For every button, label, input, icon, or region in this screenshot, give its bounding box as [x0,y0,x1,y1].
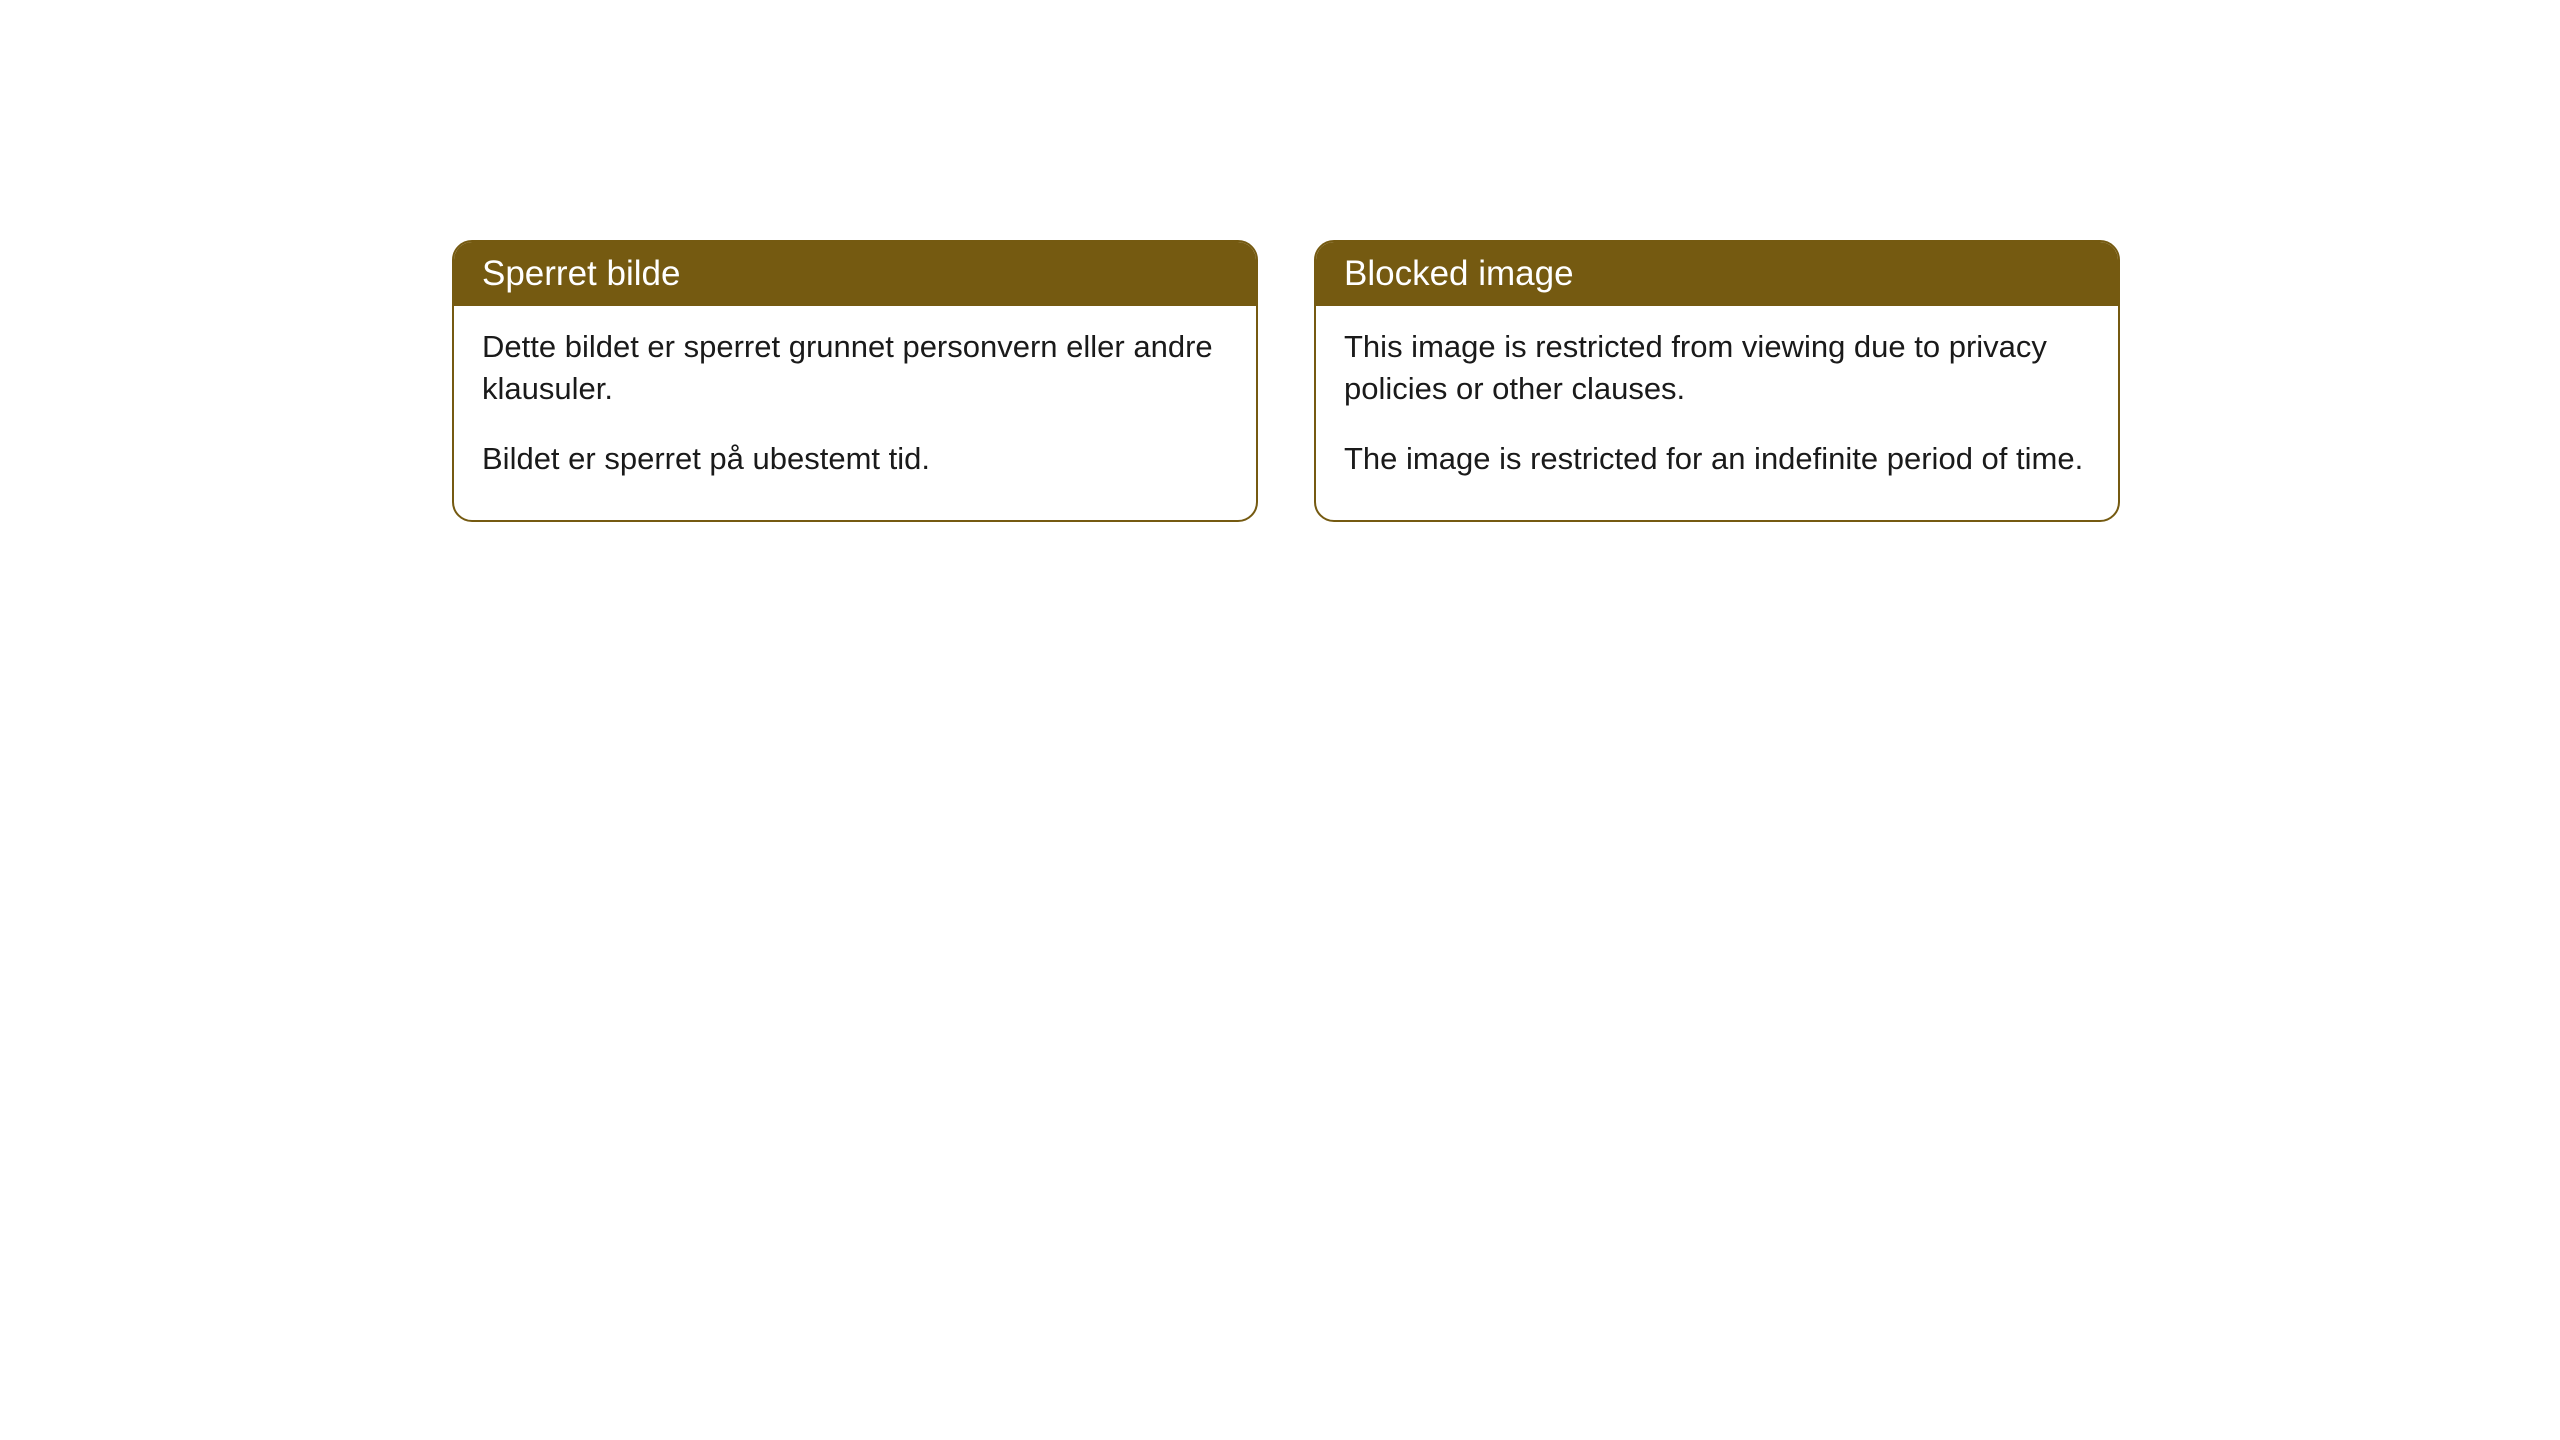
blocked-image-card-english: Blocked image This image is restricted f… [1314,240,2120,522]
card-body: Dette bildet er sperret grunnet personve… [454,306,1256,520]
card-paragraph: Dette bildet er sperret grunnet personve… [482,326,1228,410]
card-paragraph: The image is restricted for an indefinit… [1344,438,2090,480]
card-paragraph: Bildet er sperret på ubestemt tid. [482,438,1228,480]
blocked-image-card-norwegian: Sperret bilde Dette bildet er sperret gr… [452,240,1258,522]
card-paragraph: This image is restricted from viewing du… [1344,326,2090,410]
notice-cards-container: Sperret bilde Dette bildet er sperret gr… [452,240,2120,522]
card-header: Blocked image [1316,242,2118,306]
card-body: This image is restricted from viewing du… [1316,306,2118,520]
card-header: Sperret bilde [454,242,1256,306]
